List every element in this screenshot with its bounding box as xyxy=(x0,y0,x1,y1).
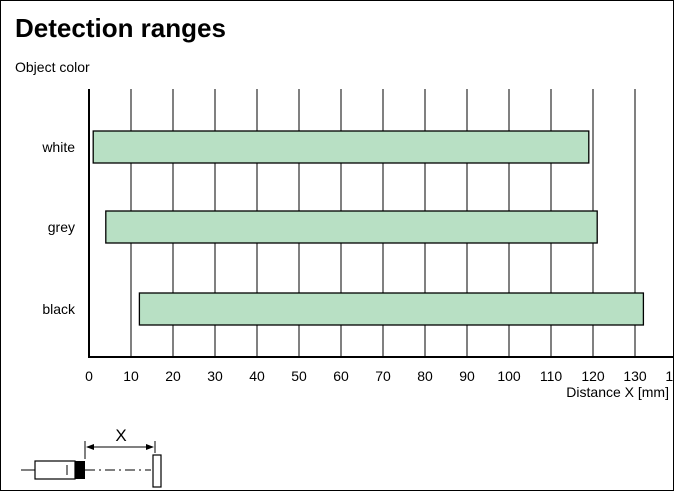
x-tick-label-110: 110 xyxy=(540,368,563,384)
x-tick-label-40: 40 xyxy=(249,368,265,384)
x-tick-label-140: 140 xyxy=(665,368,673,384)
x-axis-label: Distance X [mm] xyxy=(566,384,669,400)
category-label-white: white xyxy=(41,139,75,155)
sensor-lens xyxy=(75,461,85,479)
x-tick-label-130: 130 xyxy=(623,368,647,384)
x-tick-label-10: 10 xyxy=(123,368,139,384)
y-axis-label: Object color xyxy=(15,59,90,75)
range-bar-grey xyxy=(105,210,598,244)
range-bar-white xyxy=(92,130,590,164)
x-tick-labels: 0 10 20 30 40 50 60 70 80 90 100 110 120 130 140 xyxy=(85,368,673,384)
x-tick-label-0: 0 xyxy=(85,368,93,384)
chart-title: Detection ranges xyxy=(15,13,226,43)
x-tick-label-90: 90 xyxy=(459,368,475,384)
target-object xyxy=(152,454,162,488)
axes xyxy=(88,89,673,358)
range-bar-black xyxy=(138,292,645,326)
distance-x-label: X xyxy=(115,426,126,445)
range-bars xyxy=(92,130,645,326)
x-tick-label-20: 20 xyxy=(165,368,181,384)
dimension-arrow-left xyxy=(86,444,94,450)
x-tick-label-100: 100 xyxy=(497,368,521,384)
category-label-grey: grey xyxy=(48,219,75,235)
category-labels: white grey black xyxy=(41,139,76,317)
dimension-arrow-right xyxy=(146,444,154,450)
x-tick-label-70: 70 xyxy=(375,368,391,384)
x-tick-label-60: 60 xyxy=(333,368,349,384)
sensor-body xyxy=(34,460,76,480)
x-tick-label-30: 30 xyxy=(207,368,223,384)
category-label-black: black xyxy=(42,301,76,317)
sensor-distance-diagram: X xyxy=(21,426,162,488)
x-tick-label-50: 50 xyxy=(291,368,307,384)
x-tick-label-80: 80 xyxy=(417,368,433,384)
x-tick-label-120: 120 xyxy=(581,368,605,384)
